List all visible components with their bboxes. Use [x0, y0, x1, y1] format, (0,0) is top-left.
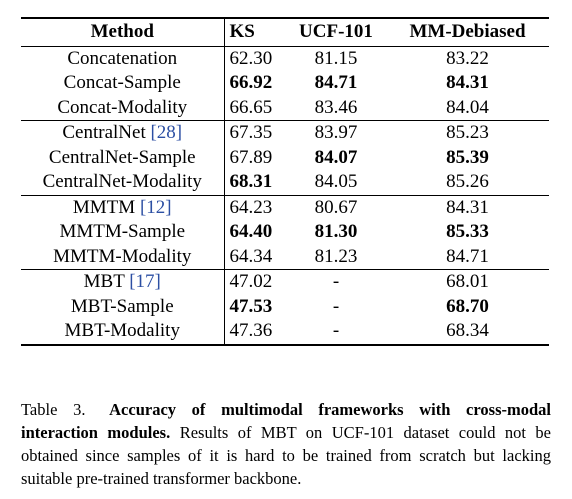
table-row: CentralNet-Modality 68.31 84.05 85.26 — [21, 170, 549, 195]
citation-link[interactable]: [17] — [129, 271, 161, 293]
table-row: CentralNet-Sample 67.89 84.07 85.39 — [21, 145, 549, 170]
ks-value-cell: 66.65 — [229, 96, 273, 118]
caption-bold-text: Accuracy of multimodal frameworks with c… — [21, 400, 551, 442]
ks-value-cell: 67.89 — [229, 146, 273, 168]
ucf101-value-cell: 81.15 — [314, 47, 358, 69]
column-header-method: Method — [21, 18, 225, 46]
ucf101-value-cell: 84.71 — [314, 72, 358, 94]
method-cell: MBT-Modality — [21, 319, 225, 345]
table-row: MMTM [12] 64.23 80.67 84.31 — [21, 195, 549, 220]
mm-debiased-value-cell: 85.26 — [446, 171, 489, 193]
column-header-ucf101: UCF-101 — [299, 21, 373, 43]
method-name: MMTM-Sample — [59, 221, 186, 243]
ks-value-cell: 68.31 — [229, 171, 273, 193]
method-cell: CentralNet-Modality — [21, 170, 225, 195]
method-cell: MMTM-Modality — [21, 244, 225, 270]
results-table-container: Method KS UCF-101 MM-Debiased Concatenat… — [21, 17, 549, 346]
ks-value-cell: 67.35 — [229, 122, 273, 144]
ks-value-cell: 66.92 — [229, 72, 273, 94]
mm-debiased-value-cell: 68.70 — [446, 295, 489, 317]
method-name: MBT — [83, 271, 125, 293]
table-caption: Table 3. Accuracy of multimodal framewor… — [21, 398, 551, 490]
table-row: MBT-Sample 47.53 - 68.70 — [21, 294, 549, 319]
ucf101-value-cell: - — [332, 320, 340, 342]
column-header-mm-debiased: MM-Debiased — [409, 21, 526, 43]
method-cell: MBT-Sample — [21, 294, 225, 319]
table-row: MBT [17] 47.02-68.01 — [21, 269, 549, 295]
ucf101-value-cell: 83.97 — [314, 122, 358, 144]
ks-value-cell: 47.36 — [229, 320, 273, 342]
ucf101-value-cell: 80.67 — [314, 196, 358, 218]
method-name: CentralNet-Modality — [42, 171, 202, 193]
method-cell: MMTM-Sample — [21, 220, 225, 245]
table-group: CentralNet [28] 67.35 83.97 85.23 CentralNet… — [21, 120, 549, 195]
method-name: MBT-Modality — [64, 320, 180, 342]
ks-value-cell: 64.23 — [229, 196, 273, 218]
mm-debiased-value-cell: 85.23 — [446, 122, 489, 144]
method-name: Concat-Modality — [57, 96, 188, 118]
ucf101-value-cell: - — [332, 271, 340, 293]
method-cell: MBT [17] — [21, 269, 225, 295]
method-cell: MMTM [12] — [21, 195, 225, 220]
citation-link[interactable]: [12] — [139, 196, 172, 218]
method-name: Concat-Sample — [63, 72, 181, 94]
mm-debiased-value-cell: 68.34 — [446, 320, 489, 342]
table-group: MBT [17] 47.02-68.01 MBT-Sample 47.53-68.70… — [21, 269, 549, 345]
mm-debiased-value-cell: 84.71 — [446, 245, 489, 267]
ucf101-value-cell: - — [332, 295, 340, 317]
method-name: CentralNet-Sample — [48, 146, 196, 168]
mm-debiased-value-cell: 84.31 — [446, 72, 489, 94]
mm-debiased-value-cell: 85.39 — [446, 146, 489, 168]
table-row: CentralNet [28] 67.35 83.97 85.23 — [21, 120, 549, 146]
mm-debiased-value-cell: 85.33 — [446, 221, 489, 243]
method-cell: Concat-Sample — [21, 71, 225, 96]
table-row: MMTM-Modality 64.34 81.23 84.71 — [21, 244, 549, 270]
column-header-ks: KS — [229, 21, 255, 43]
method-cell: Concat-Modality — [21, 95, 225, 121]
method-cell: CentralNet-Sample — [21, 145, 225, 170]
method-name: MBT-Sample — [70, 295, 174, 317]
ks-value-cell: 64.34 — [229, 245, 273, 267]
method-cell: CentralNet [28] — [21, 120, 225, 146]
table-row: Concatenation 62.30 81.15 83.22 — [21, 46, 549, 71]
table-row: MMTM-Sample 64.40 81.30 85.33 — [21, 220, 549, 245]
citation-link[interactable]: [28] — [150, 122, 183, 144]
method-name: MMTM — [72, 196, 136, 218]
mm-debiased-value-cell: 68.01 — [446, 271, 489, 293]
ucf101-value-cell: 81.30 — [314, 221, 358, 243]
method-cell: Concatenation — [21, 46, 225, 71]
results-table: Method KS UCF-101 MM-Debiased Concatenat… — [21, 17, 549, 346]
mm-debiased-value-cell: 83.22 — [446, 47, 489, 69]
table-row: Concat-Modality 66.65 83.46 84.04 — [21, 95, 549, 121]
ucf101-value-cell: 84.05 — [314, 171, 358, 193]
table-row: Concat-Sample 66.92 84.71 84.31 — [21, 71, 549, 96]
header-row: Method KS UCF-101 MM-Debiased — [21, 18, 549, 46]
ks-value-cell: 47.02 — [229, 271, 273, 293]
method-name: Concatenation — [67, 47, 178, 69]
ucf101-value-cell: 84.07 — [314, 146, 358, 168]
method-name: CentralNet — [62, 122, 146, 144]
caption-body-text: Results of MBT on UCF-101 dataset could … — [21, 423, 551, 488]
table-row: MBT-Modality 47.36 - 68.34 — [21, 319, 549, 345]
method-name: MMTM-Modality — [53, 245, 192, 267]
caption-label: Table 3. — [21, 400, 86, 419]
ucf101-value-cell: 81.23 — [314, 245, 358, 267]
ks-value-cell: 47.53 — [229, 295, 273, 317]
table-group: MMTM [12] 64.23 80.67 84.31 MMTM-Sample 64.40… — [21, 195, 549, 270]
table-group: Concatenation 62.30 81.15 83.22 Concat-Sampl… — [21, 46, 549, 121]
mm-debiased-value-cell: 84.04 — [446, 96, 489, 118]
table-header: Method KS UCF-101 MM-Debiased — [21, 18, 549, 46]
ucf101-value-cell: 83.46 — [314, 96, 358, 118]
ks-value-cell: 62.30 — [229, 47, 273, 69]
mm-debiased-value-cell: 84.31 — [446, 196, 489, 218]
ks-value-cell: 64.40 — [229, 221, 273, 243]
